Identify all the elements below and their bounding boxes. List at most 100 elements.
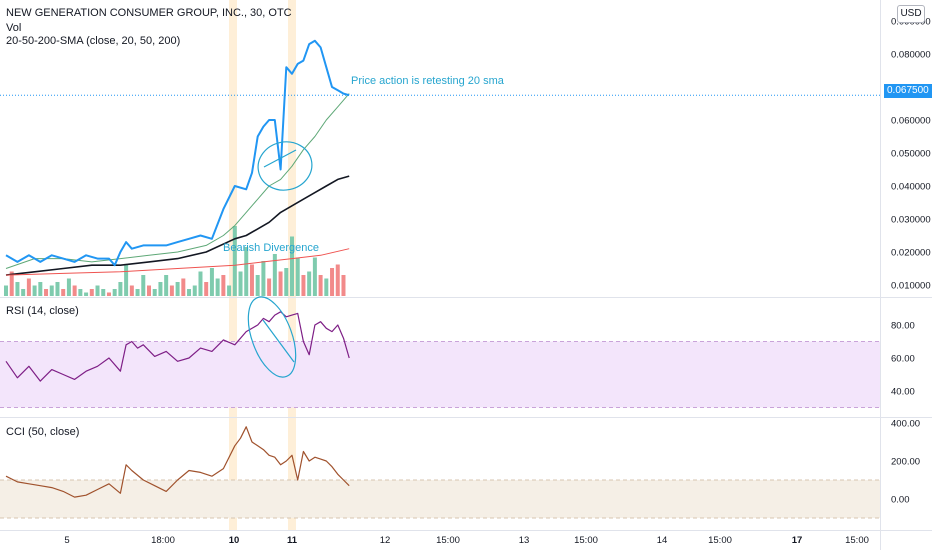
rsi-tick-label: 60.00 bbox=[891, 354, 915, 365]
rsi-line bbox=[5, 311, 350, 382]
price-tick-label: 0.050000 bbox=[891, 149, 931, 160]
volume-bar bbox=[290, 236, 294, 296]
time-tick-label: 15:00 bbox=[436, 535, 460, 546]
price-tick-label: 0.080000 bbox=[891, 50, 931, 61]
rsi-legend: RSI (14, close) bbox=[6, 305, 79, 317]
rsi-tick-label: 40.00 bbox=[891, 387, 915, 398]
volume-bar bbox=[204, 282, 209, 296]
time-tick-label: 12 bbox=[380, 535, 391, 546]
volume-bar bbox=[261, 261, 266, 296]
volume-bar bbox=[89, 289, 94, 296]
time-tick-label: 15:00 bbox=[845, 535, 869, 546]
volume-bar bbox=[101, 289, 106, 296]
volume-bar bbox=[330, 268, 335, 296]
volume-bar bbox=[341, 275, 346, 296]
volume-bar bbox=[335, 264, 340, 296]
time-tick-label: 11 bbox=[287, 535, 298, 546]
volume-bar bbox=[301, 275, 306, 296]
volume-bar bbox=[141, 275, 146, 296]
volume-bar bbox=[324, 278, 329, 296]
time-tick-label: 15:00 bbox=[708, 535, 732, 546]
volume-bar bbox=[181, 278, 186, 296]
volume-bar bbox=[9, 271, 14, 296]
volume-bar bbox=[255, 275, 260, 296]
volume-legend: Vol bbox=[6, 22, 22, 34]
volume-bar bbox=[284, 268, 289, 296]
time-tick-label: 15:00 bbox=[574, 535, 598, 546]
annotation-trend-line bbox=[263, 149, 297, 168]
volume-bar bbox=[238, 271, 243, 296]
volume-bar bbox=[38, 282, 43, 296]
price-tick-label: 0.040000 bbox=[891, 182, 931, 193]
volume-bar bbox=[118, 282, 123, 296]
volume-bar bbox=[21, 289, 26, 296]
volume-bar bbox=[106, 292, 111, 296]
volume-bar bbox=[209, 268, 214, 296]
price-tick-label: 0.060000 bbox=[891, 116, 931, 127]
volume-bar bbox=[66, 278, 71, 296]
volume-bar bbox=[244, 247, 249, 296]
sma20-line bbox=[5, 93, 350, 269]
time-tick-label: 13 bbox=[519, 535, 530, 546]
volume-bar bbox=[215, 278, 220, 296]
volume-bar bbox=[175, 282, 180, 296]
volume-bar bbox=[227, 285, 232, 296]
volume-bar bbox=[312, 257, 317, 296]
volume-bar bbox=[232, 226, 237, 296]
volume-bar bbox=[55, 282, 60, 296]
volume-bar bbox=[318, 275, 323, 296]
volume-bar bbox=[187, 289, 192, 296]
sma50-line bbox=[5, 175, 350, 276]
volume-bar bbox=[44, 289, 49, 296]
volume-bar bbox=[129, 285, 134, 296]
volume-bar bbox=[95, 285, 100, 296]
time-tick-label: 17 bbox=[792, 535, 803, 546]
volume-bar bbox=[84, 292, 89, 296]
annotation-ellipse-rsi bbox=[247, 296, 297, 378]
price-tick-label: 0.020000 bbox=[891, 248, 931, 259]
volume-bar bbox=[15, 282, 20, 296]
volume-bar bbox=[49, 285, 54, 296]
time-tick-label: 18:00 bbox=[151, 535, 175, 546]
volume-bar bbox=[278, 271, 283, 296]
volume-bar bbox=[78, 289, 83, 296]
annotation-divergence: Bearish Divergence bbox=[223, 242, 319, 254]
volume-bar bbox=[72, 285, 77, 296]
current-price-tag: 0.067500 bbox=[884, 84, 932, 98]
price-tick-label: 0.010000 bbox=[891, 281, 931, 292]
volume-bar bbox=[26, 278, 31, 296]
annotation-ellipse-price bbox=[257, 141, 313, 191]
volume-bar bbox=[192, 285, 197, 296]
cci-tick-label: 400.00 bbox=[891, 419, 920, 430]
time-tick-label: 5 bbox=[64, 535, 69, 546]
time-tick-label: 10 bbox=[229, 535, 240, 546]
time-tick-label: 14 bbox=[657, 535, 668, 546]
volume-bar bbox=[198, 271, 203, 296]
volume-bar bbox=[272, 254, 277, 296]
annotation-retest: Price action is retesting 20 sma bbox=[351, 75, 505, 87]
volume-bar bbox=[124, 264, 129, 296]
cci-band bbox=[0, 480, 880, 518]
volume-bar bbox=[147, 285, 151, 296]
annotation-rsi-line bbox=[262, 319, 295, 363]
volume-bar bbox=[135, 289, 140, 296]
volume-bar bbox=[221, 275, 226, 296]
cci-tick-label: 0.00 bbox=[891, 495, 910, 506]
currency-button[interactable]: USD bbox=[897, 5, 925, 23]
sma-legend: 20-50-200-SMA (close, 20, 50, 200) bbox=[6, 35, 181, 47]
sma200-line bbox=[5, 248, 350, 276]
price-tick-label: 0.030000 bbox=[891, 215, 931, 226]
volume-bar bbox=[249, 264, 254, 296]
price-line bbox=[5, 39, 350, 267]
cci-tick-label: 200.00 bbox=[891, 457, 920, 468]
volume-bar bbox=[32, 285, 37, 296]
cci-legend: CCI (50, close) bbox=[6, 426, 80, 438]
volume-bar bbox=[158, 282, 163, 296]
volume-bar bbox=[112, 289, 117, 296]
rsi-tick-label: 80.00 bbox=[891, 321, 915, 332]
volume-bar bbox=[307, 271, 312, 296]
cci-line bbox=[5, 426, 350, 498]
volume-bar bbox=[4, 285, 8, 296]
chart-title: NEW GENERATION CONSUMER GROUP, INC., 30,… bbox=[6, 7, 292, 19]
